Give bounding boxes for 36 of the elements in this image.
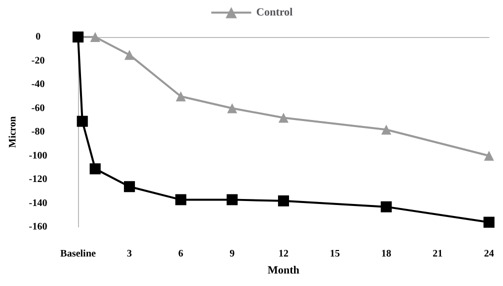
point (90, 163, 101, 174)
x-tick-label: 3 (126, 248, 132, 260)
y-tick-label: -120 (28, 174, 48, 185)
point (380, 201, 392, 212)
point (124, 181, 135, 192)
x-tick-label: 9 (230, 248, 235, 260)
point (484, 216, 494, 228)
y-tick-label: -160 (28, 222, 48, 232)
x-tick-label: Baseline (60, 248, 96, 260)
point (76, 116, 88, 127)
point (124, 50, 134, 60)
point (484, 150, 494, 161)
x-tick-label: 15 (330, 248, 340, 260)
point (227, 103, 238, 114)
x-tick-label: 12 (278, 248, 289, 260)
y-tick-label: -20 (31, 55, 45, 66)
x-tick-label: 24 (484, 248, 494, 260)
point (226, 194, 238, 206)
y-axis-title: Micron (8, 116, 18, 148)
point (278, 195, 290, 206)
y-tick-label: -40 (31, 79, 45, 90)
y-tick-label: -60 (31, 102, 45, 114)
point (381, 124, 392, 135)
point (90, 32, 100, 42)
y-tick-label: -80 (31, 126, 45, 138)
y-tick-label: 0 (36, 32, 41, 42)
point (278, 112, 289, 123)
x-tick-label: 21 (432, 248, 443, 260)
x-axis-title: Month (268, 264, 300, 276)
y-tick-label: -100 (28, 150, 48, 162)
x-tick-label: 6 (178, 248, 184, 260)
point (175, 194, 186, 206)
legend-label: Control (256, 6, 293, 19)
x-tick-label: 18 (381, 248, 392, 260)
point (176, 91, 186, 102)
y-tick-label: -140 (28, 198, 48, 209)
